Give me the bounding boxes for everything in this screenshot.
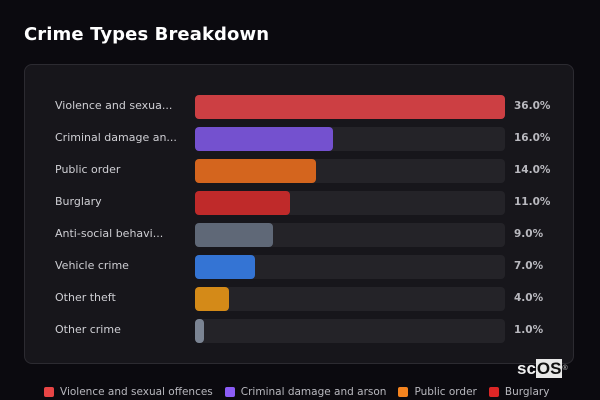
bar-value: 36.0% bbox=[514, 100, 551, 112]
bar-row: Violence and sexua... 36.0% bbox=[25, 95, 573, 119]
legend-label: Violence and sexual offences bbox=[60, 386, 213, 398]
bar[interactable] bbox=[195, 255, 256, 279]
registered-mark: ® bbox=[562, 365, 568, 372]
bar[interactable] bbox=[195, 127, 333, 151]
bar-label: Violence and sexua... bbox=[55, 99, 173, 112]
watermark-prefix: sc bbox=[517, 359, 536, 378]
watermark-highlight: OS bbox=[535, 359, 563, 378]
bar-track bbox=[195, 255, 505, 279]
bar-label: Criminal damage an... bbox=[55, 131, 177, 144]
bar-value: 4.0% bbox=[514, 292, 544, 304]
bar-row: Public order 14.0% bbox=[25, 159, 573, 183]
legend-swatch-icon bbox=[398, 387, 409, 397]
bar-label: Burglary bbox=[55, 195, 102, 208]
bar[interactable] bbox=[195, 191, 290, 215]
legend-label: Criminal damage and arson bbox=[240, 386, 387, 398]
legend-swatch-icon bbox=[44, 387, 54, 397]
bar-track bbox=[195, 223, 505, 247]
bar-value: 9.0% bbox=[514, 228, 544, 240]
bar-value: 16.0% bbox=[514, 132, 551, 144]
bar-label: Public order bbox=[55, 163, 121, 176]
legend-item[interactable]: Violence and sexual offences bbox=[44, 386, 213, 398]
bar-row: Vehicle crime 7.0% bbox=[25, 255, 573, 279]
legend-swatch-icon bbox=[488, 387, 499, 397]
bar-track bbox=[195, 287, 505, 311]
legend-swatch-icon bbox=[224, 387, 235, 397]
bar[interactable] bbox=[195, 223, 273, 247]
bar-value: 11.0% bbox=[514, 196, 551, 208]
bar-track bbox=[195, 95, 505, 119]
bar-row: Anti-social behavi... 9.0% bbox=[25, 223, 573, 247]
bar-track bbox=[195, 159, 505, 183]
bar-value: 14.0% bbox=[514, 164, 551, 176]
bar[interactable] bbox=[195, 287, 230, 311]
chart-title: Crime Types Breakdown bbox=[24, 24, 270, 45]
bar[interactable] bbox=[195, 159, 316, 183]
bar-label: Other crime bbox=[55, 323, 121, 336]
bar-label: Other theft bbox=[55, 291, 116, 304]
bar-row: Criminal damage an... 16.0% bbox=[25, 127, 573, 151]
legend-label: Burglary bbox=[504, 386, 550, 398]
bar-value: 7.0% bbox=[514, 260, 544, 272]
bar-track bbox=[195, 127, 505, 151]
legend-item[interactable]: Public order bbox=[398, 386, 477, 398]
chart-panel: Violence and sexua... 36.0% Criminal dam… bbox=[24, 64, 574, 364]
legend-label: Public order bbox=[414, 386, 477, 398]
bar-label: Anti-social behavi... bbox=[55, 227, 164, 240]
bar-label: Vehicle crime bbox=[55, 259, 129, 272]
bar-row: Other theft 4.0% bbox=[25, 287, 573, 311]
chart-legend: Violence and sexual offences Criminal da… bbox=[44, 386, 549, 398]
bar-track bbox=[195, 191, 505, 215]
bar[interactable] bbox=[195, 95, 505, 119]
watermark-logo: scOS® bbox=[517, 359, 568, 379]
bar-track bbox=[195, 319, 505, 343]
bar-value: 1.0% bbox=[514, 324, 544, 336]
bar[interactable] bbox=[195, 319, 204, 343]
legend-item[interactable]: Burglary bbox=[488, 386, 550, 398]
bar-row: Burglary 11.0% bbox=[25, 191, 573, 215]
legend-item[interactable]: Criminal damage and arson bbox=[224, 386, 387, 398]
bar-row: Other crime 1.0% bbox=[25, 319, 573, 343]
